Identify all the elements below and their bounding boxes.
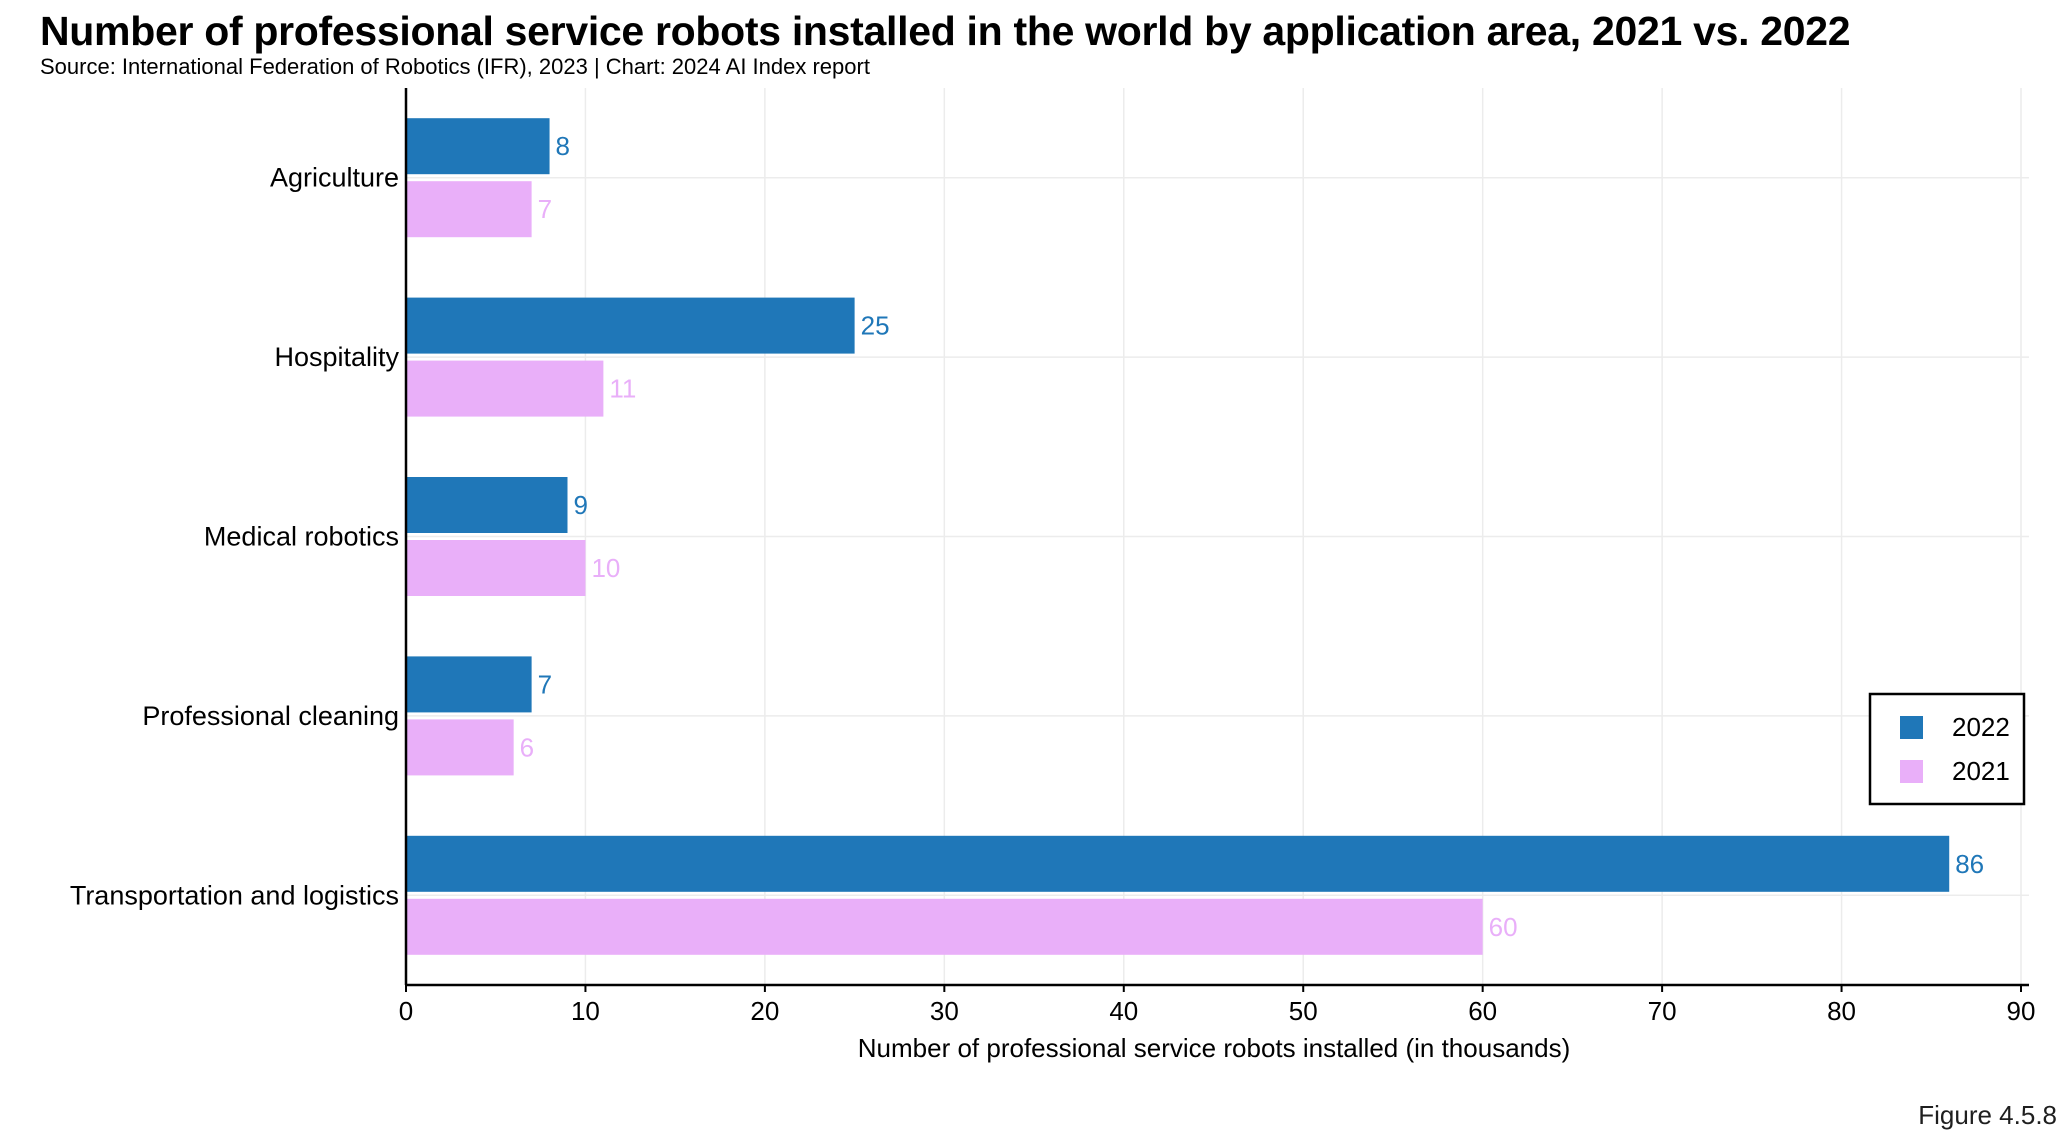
x-tick-label-90: 90 bbox=[2007, 996, 2036, 1026]
bar-professional-cleaning-2021 bbox=[406, 719, 514, 776]
data-label-transportation-and-logistics-2022: 86 bbox=[1955, 849, 1984, 879]
bar-transportation-and-logistics-2022 bbox=[406, 835, 1950, 892]
data-label-professional-cleaning-2021: 6 bbox=[520, 732, 534, 762]
data-label-hospitality-2021: 11 bbox=[609, 374, 636, 404]
data-label-agriculture-2022: 8 bbox=[556, 131, 570, 161]
legend-swatch-2021 bbox=[1900, 760, 1923, 783]
legend-swatch-2022 bbox=[1900, 716, 1923, 739]
y-tick-label-hospitality: Hospitality bbox=[274, 342, 399, 372]
bars: 8 7 25 11 9 10 7 6 86 60 bbox=[406, 118, 1984, 955]
bar-hospitality-2021 bbox=[406, 360, 604, 417]
data-label-professional-cleaning-2022: 7 bbox=[538, 669, 552, 699]
y-tick-label-professional-cleaning: Professional cleaning bbox=[142, 701, 399, 731]
gridlines bbox=[406, 88, 2029, 985]
x-tick-label-40: 40 bbox=[1109, 996, 1138, 1026]
x-tick-label-10: 10 bbox=[571, 996, 600, 1026]
chart-subtitle: Source: International Federation of Robo… bbox=[40, 54, 870, 79]
figure-label: Figure 4.5.8 bbox=[1918, 1100, 2057, 1130]
x-tick-label-20: 20 bbox=[750, 996, 779, 1026]
data-label-agriculture-2021: 7 bbox=[538, 194, 552, 224]
bar-transportation-and-logistics-2021 bbox=[406, 898, 1483, 955]
x-axis-title: Number of professional service robots in… bbox=[858, 1033, 1570, 1063]
bar-medical-robotics-2021 bbox=[406, 540, 586, 596]
chart-title: Number of professional service robots in… bbox=[40, 8, 1851, 54]
axes: Agriculture Hospitality Medical robotics Pr… bbox=[70, 88, 2036, 1026]
bar-agriculture-2021 bbox=[406, 181, 532, 238]
y-tick-label-transportation-and-logistics: Transportation and logistics bbox=[70, 880, 399, 910]
y-tick-label-agriculture: Agriculture bbox=[270, 163, 399, 193]
bar-agriculture-2022 bbox=[406, 118, 550, 175]
x-tick-label-70: 70 bbox=[1648, 996, 1677, 1026]
x-tick-label-80: 80 bbox=[1827, 996, 1856, 1026]
bar-hospitality-2022 bbox=[406, 297, 855, 354]
data-label-medical-robotics-2022: 9 bbox=[574, 490, 588, 520]
data-label-hospitality-2022: 25 bbox=[861, 311, 890, 341]
bar-professional-cleaning-2022 bbox=[406, 656, 532, 713]
legend-label-2021: 2021 bbox=[1952, 756, 2010, 786]
x-tick-label-0: 0 bbox=[399, 996, 413, 1026]
x-tick-label-30: 30 bbox=[930, 996, 959, 1026]
x-tick-label-60: 60 bbox=[1468, 996, 1497, 1026]
legend-label-2022: 2022 bbox=[1952, 712, 2010, 742]
y-tick-label-medical-robotics: Medical robotics bbox=[204, 522, 399, 552]
legend-box bbox=[1868, 692, 2026, 806]
legend: 2022 2021 bbox=[1868, 692, 2026, 806]
data-label-transportation-and-logistics-2021: 60 bbox=[1489, 912, 1518, 942]
x-tick-label-50: 50 bbox=[1289, 996, 1318, 1026]
bar-medical-robotics-2022 bbox=[406, 477, 568, 533]
data-label-medical-robotics-2021: 10 bbox=[591, 553, 620, 583]
